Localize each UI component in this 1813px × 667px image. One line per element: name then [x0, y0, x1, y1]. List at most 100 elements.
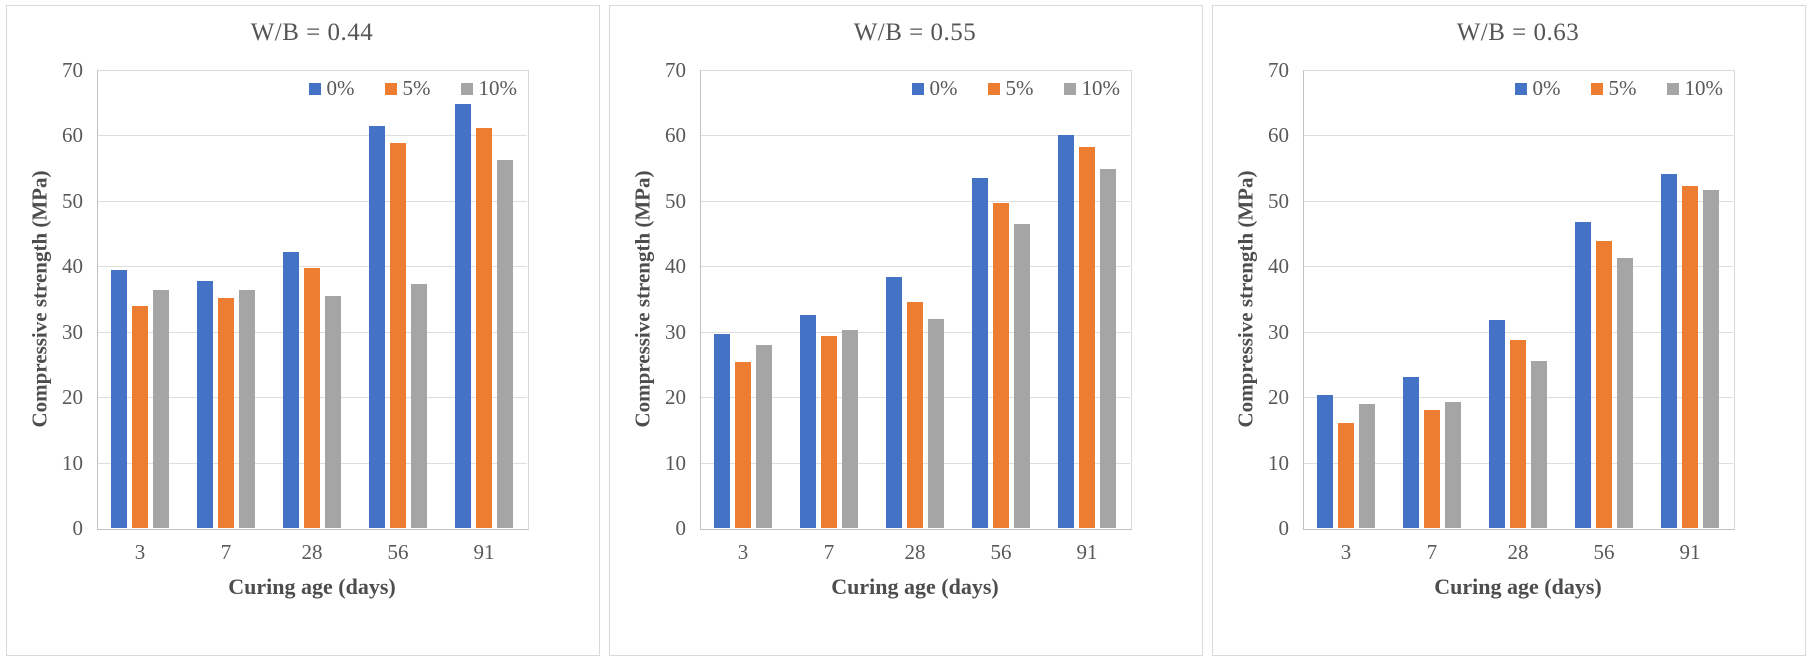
bar-10%-91d — [1100, 169, 1116, 528]
bar-0%-56d — [1575, 221, 1591, 528]
bar-10%-56d — [1617, 257, 1633, 528]
bar-10%-3d — [153, 290, 169, 528]
bar-10%-28d — [928, 319, 944, 528]
y-tick-label: 40 — [665, 254, 686, 279]
y-tick-label: 20 — [665, 385, 686, 410]
bar-0%-7d — [800, 314, 816, 528]
legend-label: 10% — [1684, 76, 1724, 100]
x-tick-label: 7 — [823, 540, 835, 564]
y-tick-label: 30 — [1268, 319, 1289, 344]
y-tick-label: 70 — [62, 58, 83, 82]
bar-0%-91d — [455, 104, 471, 528]
bar-0%-91d — [1058, 134, 1074, 528]
bar-10%-28d — [1531, 360, 1547, 528]
x-tick-label: 7 — [220, 540, 232, 564]
bar-10%-91d — [1703, 189, 1719, 528]
legend-item-10%: 10% — [1063, 76, 1121, 101]
y-tick-label: 60 — [62, 123, 83, 148]
bar-0%-91d — [1661, 174, 1677, 528]
bar-5%-28d — [1510, 340, 1526, 528]
legend-label: 0% — [929, 76, 958, 100]
legend-item-0%: 0% — [308, 76, 355, 101]
legend-item-0%: 0% — [1514, 76, 1561, 101]
plot-frame — [1303, 70, 1735, 530]
bar-10%-7d — [842, 329, 858, 528]
bar-5%-28d — [907, 301, 923, 528]
bar-10%-28d — [325, 296, 341, 528]
legend-swatch-icon — [1514, 82, 1527, 95]
bar-0%-56d — [972, 177, 988, 528]
bar-0%-3d — [714, 334, 730, 528]
y-tick-label: 10 — [1268, 450, 1289, 475]
y-tick-label: 30 — [665, 319, 686, 344]
bar-5%-91d — [1079, 147, 1095, 528]
y-tick-label: 50 — [62, 188, 83, 213]
bar-5%-7d — [821, 335, 837, 528]
y-tick-label: 70 — [1268, 58, 1289, 82]
legend-label: 0% — [326, 76, 355, 100]
gridline-50 — [97, 200, 527, 202]
legend-item-5%: 5% — [1590, 76, 1637, 101]
x-tick-label: 56 — [1593, 540, 1615, 564]
gridline-60 — [97, 135, 527, 137]
bar-10%-56d — [1014, 223, 1030, 528]
chart-title: W/B = 0.63 — [1456, 19, 1580, 46]
gridline-60 — [1303, 135, 1733, 137]
legend-swatch-icon — [1666, 82, 1679, 95]
bar-0%-28d — [1489, 319, 1505, 528]
bar-0%-28d — [886, 276, 902, 528]
x-tick-label: 56 — [387, 540, 409, 564]
bar-5%-56d — [390, 143, 406, 528]
legend-swatch-icon — [384, 82, 397, 95]
bar-0%-28d — [283, 251, 299, 528]
legend-item-5%: 5% — [384, 76, 431, 101]
legend-label: 5% — [1005, 76, 1034, 100]
legend: 0% 5% 10% — [700, 76, 1120, 101]
bar-5%-91d — [1682, 186, 1698, 528]
x-tick-label: 3 — [737, 540, 749, 564]
x-tick-label: 3 — [134, 540, 146, 564]
plot-area: 0 10 20 30 40 50 60 70 3 7 28 56 91 0% 5% 10% — [610, 6, 1202, 655]
bar-5%-56d — [1596, 240, 1612, 528]
x-axis-title: Curing age (days) — [1434, 574, 1602, 599]
bar-0%-56d — [369, 126, 385, 528]
x-tick-label: 91 — [1679, 540, 1701, 564]
bar-0%-3d — [1317, 395, 1333, 528]
bar-5%-7d — [1424, 409, 1440, 528]
gridline-40 — [1303, 266, 1733, 268]
legend-swatch-icon — [1590, 82, 1603, 95]
bar-5%-3d — [735, 362, 751, 528]
legend-swatch-icon — [308, 82, 321, 95]
y-tick-label: 40 — [1268, 254, 1289, 279]
bar-0%-3d — [111, 269, 127, 528]
legend-label: 10% — [1081, 76, 1121, 100]
bar-10%-7d — [239, 289, 255, 528]
chart-title: W/B = 0.44 — [250, 19, 374, 46]
y-tick-label: 40 — [62, 254, 83, 279]
y-tick-label: 30 — [62, 319, 83, 344]
gridline-60 — [700, 135, 1130, 137]
bar-5%-3d — [1338, 423, 1354, 528]
bar-0%-7d — [197, 281, 213, 528]
x-tick-label: 28 — [1507, 540, 1529, 564]
bar-10%-3d — [1359, 404, 1375, 528]
bar-5%-7d — [218, 297, 234, 528]
chart-title: W/B = 0.55 — [853, 19, 977, 46]
y-tick-label: 50 — [665, 188, 686, 213]
y-tick-label: 50 — [1268, 188, 1289, 213]
y-tick-label: 60 — [1268, 123, 1289, 148]
legend-item-0%: 0% — [911, 76, 958, 101]
y-tick-label: 20 — [62, 385, 83, 410]
x-tick-label: 56 — [990, 540, 1012, 564]
y-tick-label: 10 — [665, 450, 686, 475]
plot-frame — [700, 70, 1132, 530]
legend-label: 5% — [402, 76, 431, 100]
x-tick-label: 91 — [1076, 540, 1098, 564]
gridline-50 — [1303, 200, 1733, 202]
legend-swatch-icon — [987, 82, 1000, 95]
y-tick-label: 0 — [1278, 516, 1290, 540]
